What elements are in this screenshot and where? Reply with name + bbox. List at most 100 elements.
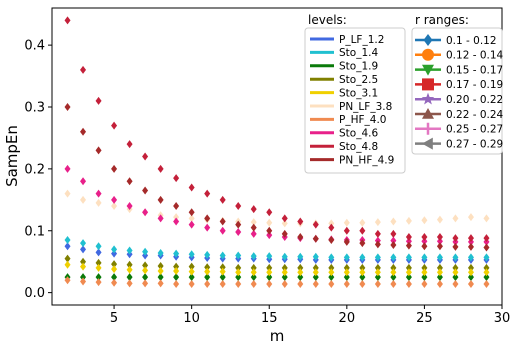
point-p-hf-4-0-m9 (173, 279, 180, 288)
point-sto-4-8-m3 (80, 65, 87, 74)
legend-levels-label-9: PN_HF_4.9 (339, 154, 394, 166)
point-pn-hf-4-9-m2 (64, 103, 71, 111)
legend-levels-box (304, 27, 406, 174)
point-sto-4-8-m4 (95, 96, 102, 105)
point-sto-2-5-m9 (173, 262, 180, 271)
point-sto-1-4-m20 (343, 253, 350, 262)
point-pn-hf-4-9-m13 (235, 220, 242, 229)
point-sto-2-5-m13 (235, 263, 242, 272)
point-sto-4-8-m20 (343, 226, 350, 235)
point-p-hf-4-0-m17 (297, 279, 304, 288)
point-pn-lf-3-8-m10 (188, 214, 195, 223)
point-sto-1-4-m6 (126, 246, 133, 255)
point-sto-1-4-m5 (111, 245, 118, 254)
legend-r-marker-4 (421, 92, 435, 105)
point-p-hf-4-0-m11 (204, 279, 211, 288)
x-tick-label-10: 10 (183, 311, 200, 326)
point-sto-3-1-m23 (390, 268, 397, 277)
legend-r-label-5: 0.22 - 0.24 (446, 109, 504, 121)
point-pn-lf-3-8-m21 (359, 218, 366, 227)
point-sto-4-8-m7 (142, 152, 149, 161)
point-sto-2-5-m20 (343, 263, 350, 272)
point-sto-2-5-m6 (126, 260, 133, 269)
point-sto-1-4-m14 (250, 252, 257, 261)
point-sto-1-9-m19 (328, 273, 335, 282)
point-sto-3-1-m16 (281, 268, 288, 277)
point-sto-2-5-m8 (157, 262, 164, 271)
point-pn-hf-4-9-m10 (188, 208, 195, 217)
point-sto-4-8-m17 (297, 217, 304, 226)
point-sto-1-9-m23 (390, 273, 397, 282)
point-sto-3-1-m17 (297, 268, 304, 277)
y-tick-label-3: 0.3 (24, 101, 45, 116)
point-pn-hf-4-9-m26 (436, 242, 443, 251)
point-pn-hf-4-9-m14 (250, 223, 257, 232)
point-pn-lf-3-8-m9 (173, 213, 180, 222)
point-sto-3-1-m20 (343, 268, 350, 277)
point-sto-1-9-m25 (421, 273, 428, 282)
point-pn-hf-4-9-m15 (266, 226, 273, 235)
point-sto-4-8-m11 (204, 189, 211, 198)
point-sto-1-4-m8 (157, 249, 164, 258)
point-p-hf-4-0-m14 (250, 279, 257, 288)
data-marks (64, 16, 490, 288)
point-sto-2-5-m4 (95, 258, 102, 267)
point-sto-1-4-m15 (266, 252, 273, 261)
point-sto-1-9-m17 (297, 273, 304, 282)
point-sto-1-9-m5 (111, 273, 118, 282)
point-sto-3-1-m22 (374, 268, 381, 277)
point-sto-1-4-m9 (173, 249, 180, 258)
point-pn-hf-4-9-m17 (297, 232, 304, 241)
y-axis-label: SampEn (3, 125, 21, 187)
point-sto-2-5-m18 (312, 263, 319, 272)
legend-levels-label-2: Sto_1.9 (339, 61, 378, 73)
point-sto-1-4-m29 (483, 253, 490, 262)
point-sto-3-1-m8 (157, 266, 164, 275)
point-sto-1-4-m12 (219, 251, 226, 260)
legend-levels: levels: P_LF_1.2Sto_1.4Sto_1.9Sto_2.5Sto… (304, 13, 406, 174)
legend-r-marker-5 (422, 108, 434, 119)
point-pn-hf-4-9-m28 (467, 242, 474, 251)
point-sto-4-8-m14 (250, 205, 257, 214)
point-sto-3-1-m6 (126, 265, 133, 274)
point-sto-4-6-m14 (250, 229, 257, 238)
point-sto-4-6-m2 (64, 164, 71, 173)
point-p-hf-4-0-m21 (359, 279, 366, 288)
point-sto-3-1-m19 (328, 268, 335, 277)
legend-r-label-7: 0.27 - 0.29 (446, 138, 503, 150)
point-pn-hf-4-9-m27 (452, 242, 459, 251)
point-sto-4-8-m16 (281, 214, 288, 223)
point-p-hf-4-0-m22 (374, 279, 381, 288)
legend-r-label-0: 0.1 - 0.12 (446, 35, 497, 47)
point-sto-2-5-m26 (436, 263, 443, 272)
point-sto-2-5-m29 (483, 263, 490, 272)
point-sto-4-8-m28 (467, 234, 474, 243)
point-sto-1-4-m7 (142, 247, 149, 256)
legend-r-box (411, 27, 503, 155)
legend-r-label-3: 0.17 - 0.19 (446, 79, 503, 91)
y-tick-label-0: 0.0 (24, 286, 45, 301)
point-sto-4-6-m3 (80, 177, 87, 186)
point-sto-4-8-m26 (436, 232, 443, 241)
point-sto-1-9-m12 (219, 273, 226, 282)
point-sto-3-1-m14 (250, 268, 257, 277)
point-sto-1-9-m10 (188, 273, 195, 282)
y-tick-label-1: 0.1 (24, 224, 45, 239)
point-p-hf-4-0-m3 (80, 277, 87, 286)
point-pn-hf-4-9-m18 (312, 234, 319, 243)
point-sto-1-9-m7 (142, 273, 149, 282)
point-sto-1-4-m22 (374, 253, 381, 262)
point-p-hf-4-0-m27 (452, 279, 459, 288)
plot-frame (51, 7, 503, 306)
point-sto-4-6-m12 (219, 226, 226, 235)
point-sto-4-8-m21 (359, 226, 366, 235)
point-p-hf-4-0-m15 (266, 279, 273, 288)
point-pn-hf-4-9-m11 (204, 214, 211, 223)
y-tick-label-2: 0.2 (24, 162, 45, 177)
point-sto-1-4-m2 (64, 236, 71, 245)
point-pn-lf-3-8-m27 (452, 214, 459, 223)
point-sto-1-9-m15 (266, 273, 273, 282)
point-sto-1-9-m13 (235, 273, 242, 282)
point-sto-2-5-m5 (111, 260, 118, 269)
point-sto-1-4-m25 (421, 253, 428, 262)
